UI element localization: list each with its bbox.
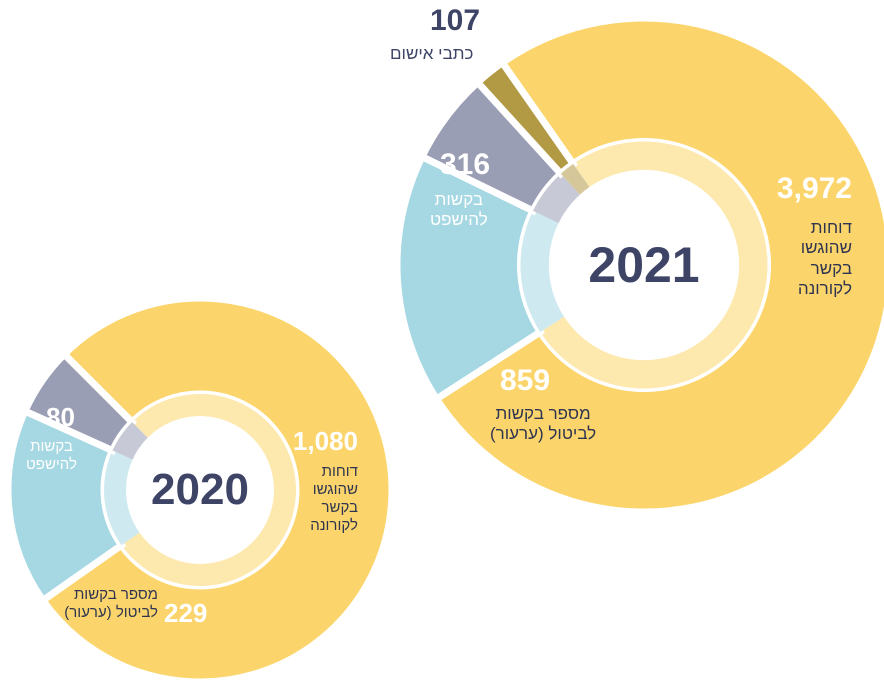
- donut-inner-ring: [520, 210, 565, 332]
- donut-inner-ring: [560, 163, 590, 195]
- value-label: 80: [46, 402, 75, 432]
- category-label: מספר בקשות לביטול (ערעור): [490, 404, 597, 444]
- category-label: דוחות שהוגשו בקשר לקורונה: [310, 463, 358, 534]
- donut-inner-ring: [533, 173, 580, 224]
- donut-hole: [126, 416, 274, 564]
- value-label: 1,080: [292, 426, 358, 456]
- category-label: דוחות שהוגשו בקשר לקורונה: [797, 218, 852, 299]
- value-label: 316: [440, 148, 491, 181]
- center-year: 2021: [588, 237, 700, 293]
- value-label: 107: [430, 4, 481, 37]
- donut-inner-ring: [104, 450, 140, 546]
- value-label: 859: [500, 364, 551, 397]
- category-label: כתבי אישום: [390, 44, 474, 63]
- donut-hole: [548, 169, 740, 361]
- value-label: 3,972: [776, 172, 852, 205]
- value-label: 229: [164, 598, 208, 628]
- donut-inner-ring: [112, 422, 148, 460]
- category-label: בקשות להישפט: [26, 438, 77, 473]
- category-label: בקשות להישפט: [430, 190, 488, 230]
- category-label: מספר בקשות לביטול (ערעור): [64, 586, 158, 621]
- center-year: 2020: [151, 465, 249, 514]
